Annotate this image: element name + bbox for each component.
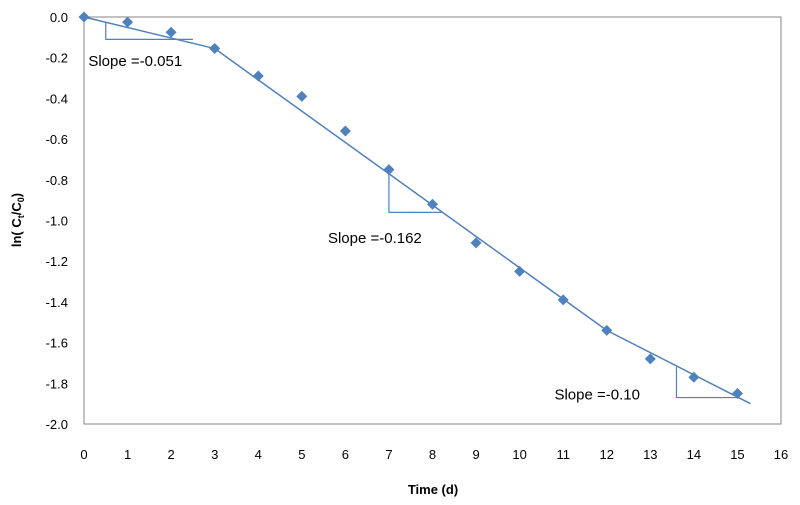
- y-axis-title: ln( Ct/C0): [9, 193, 26, 247]
- data-point-10: [470, 237, 482, 249]
- data-point-5: [252, 70, 264, 82]
- y-tick-label-4: -0.8: [46, 173, 68, 188]
- data-point-15: [688, 371, 700, 383]
- data-point-2: [122, 16, 134, 28]
- x-tick-label-3: 3: [211, 447, 218, 462]
- data-point-9: [427, 198, 438, 210]
- fit-line-segment-2: [214, 47, 608, 331]
- data-point-3: [165, 26, 177, 38]
- x-tick-label-0: 0: [80, 447, 87, 462]
- x-tick-label-11: 11: [556, 447, 570, 462]
- data-point-8: [383, 164, 395, 176]
- data-point-11: [514, 265, 526, 277]
- x-tick-labels: 0 1 2 3 4 5 6 7 8 9 10 11 12 13 14 15 16: [80, 447, 788, 462]
- x-axis-title: Time (d): [408, 482, 458, 497]
- y-tick-label-1: -0.2: [46, 51, 68, 66]
- x-tick-label-14: 14: [687, 447, 701, 462]
- y-tick-label-2: -0.4: [46, 91, 68, 106]
- y-tick-label-7: -1.4: [46, 295, 68, 310]
- fit-line-segment-3: [606, 329, 751, 405]
- slope-annotation-3: Slope =-0.10: [554, 387, 639, 404]
- y-tick-label-9: -1.8: [46, 376, 68, 391]
- y-tick-label-5: -1.0: [46, 214, 68, 229]
- x-tick-label-6: 6: [342, 447, 349, 462]
- x-tick-label-1: 1: [124, 447, 131, 462]
- x-tick-label-2: 2: [168, 447, 175, 462]
- y-tick-label-8: -1.6: [46, 336, 68, 351]
- data-point-14: [644, 353, 656, 365]
- y-tick-label-10: -2.0: [46, 417, 68, 432]
- x-tick-label-12: 12: [600, 447, 614, 462]
- data-point-4: [209, 43, 221, 55]
- x-tick-label-10: 10: [512, 447, 526, 462]
- slope-triangles: [105, 22, 738, 399]
- x-tick-label-15: 15: [730, 447, 744, 462]
- slope-annotation-1: Slope =-0.051: [88, 53, 182, 70]
- data-point-1: [78, 11, 90, 23]
- x-tick-label-13: 13: [643, 447, 657, 462]
- x-tick-label-16: 16: [774, 447, 788, 462]
- y-tick-label-0: 0.0: [50, 10, 68, 25]
- data-point-16: [731, 387, 743, 399]
- x-tick-label-7: 7: [385, 447, 392, 462]
- slope-annotations: Slope =-0.051 Slope =-0.162 Slope =-0.10: [88, 53, 640, 404]
- data-point-12: [557, 294, 569, 306]
- data-point-6: [296, 90, 308, 102]
- slope-triangle-2: [388, 171, 442, 213]
- slope-triangle-3: [675, 367, 738, 399]
- data-point-13: [601, 324, 613, 336]
- y-tick-label-3: -0.6: [46, 132, 68, 147]
- plot-area: [83, 16, 782, 425]
- x-tick-label-4: 4: [255, 447, 262, 462]
- slope-triangle-1: [105, 22, 193, 40]
- slope-annotation-2: Slope =-0.162: [328, 230, 422, 247]
- y-tick-labels: 0.0 -0.2 -0.4 -0.6 -0.8 -1.0 -1.2 -1.4 -1.6 -1.8 -…: [46, 10, 68, 432]
- x-tick-label-5: 5: [298, 447, 305, 462]
- data-points: [78, 11, 743, 399]
- data-point-7: [339, 125, 351, 137]
- x-tick-label-9: 9: [472, 447, 479, 462]
- y-tick-label-6: -1.2: [46, 254, 68, 269]
- x-tick-label-8: 8: [429, 447, 436, 462]
